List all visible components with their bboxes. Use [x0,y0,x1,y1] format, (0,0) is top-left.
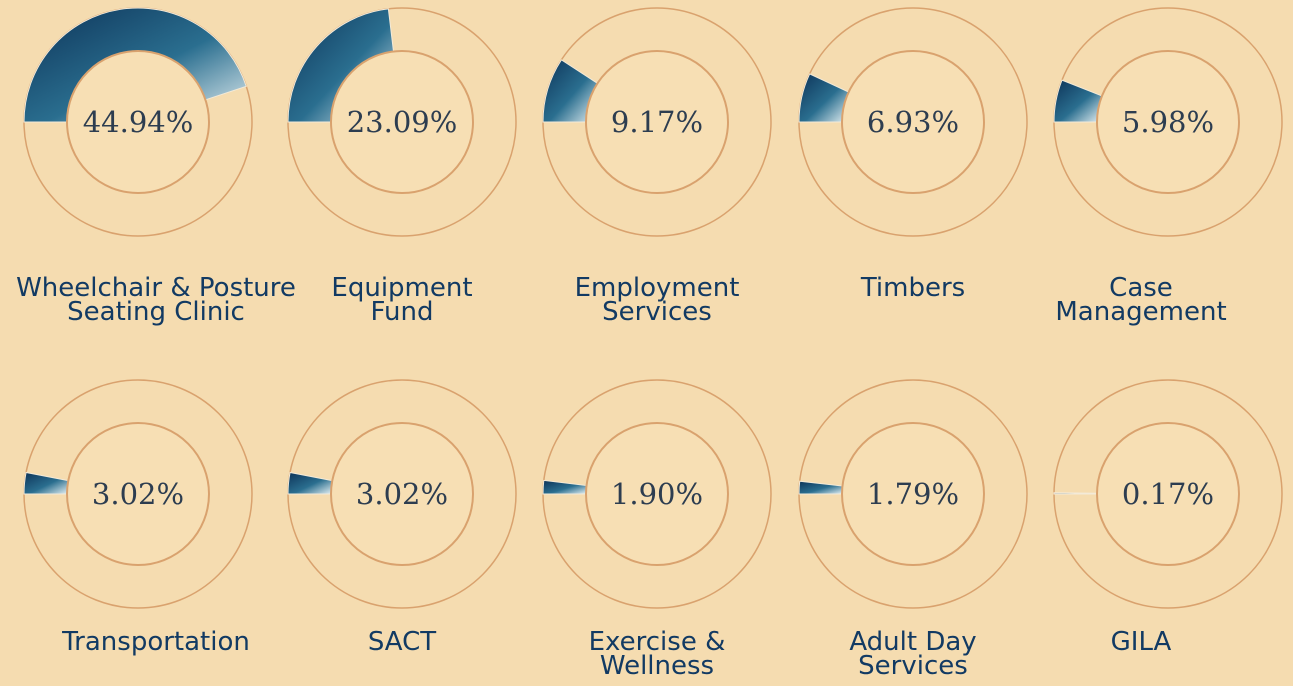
category-label: Equipment Fund [331,273,473,327]
donut-hole [330,50,474,194]
donut-hole [1096,50,1240,194]
value-label: 5.98% [1122,105,1214,139]
value-label: 1.90% [611,477,703,511]
donut-hole [585,50,729,194]
category-label: Employment Services [574,273,740,327]
category-label: GILA [1110,627,1172,657]
donut-hole [1096,422,1240,566]
donut-segment [1053,79,1103,123]
donut-segment [542,479,588,495]
category-label: SACT [367,627,437,657]
value-label: 3.02% [356,477,448,511]
donut-hole [841,50,985,194]
donut-segment [798,73,850,123]
value-label: 0.17% [1122,477,1214,511]
category-label: Exercise & Wellness [588,627,726,681]
donut-hole [66,422,210,566]
value-label: 9.17% [611,105,703,139]
value-label: 44.94% [83,105,194,139]
donut-segment [287,471,333,495]
value-label: 23.09% [347,105,458,139]
donut-segment [23,471,69,495]
donut-segment [798,480,844,495]
category-label: Adult Day Services [849,627,977,681]
value-label: 1.79% [867,477,959,511]
category-label: Timbers [860,273,966,303]
donut-hole [841,422,985,566]
value-label: 6.93% [867,105,959,139]
donut-hole [330,422,474,566]
donut-hole [66,50,210,194]
donut-hole [585,422,729,566]
category-label: Wheelchair & Posture Seating Clinic [16,273,296,327]
donut-segment [1053,492,1098,495]
category-label: Transportation [62,627,250,657]
value-label: 3.02% [92,477,184,511]
category-label: Case Management [1055,273,1227,327]
